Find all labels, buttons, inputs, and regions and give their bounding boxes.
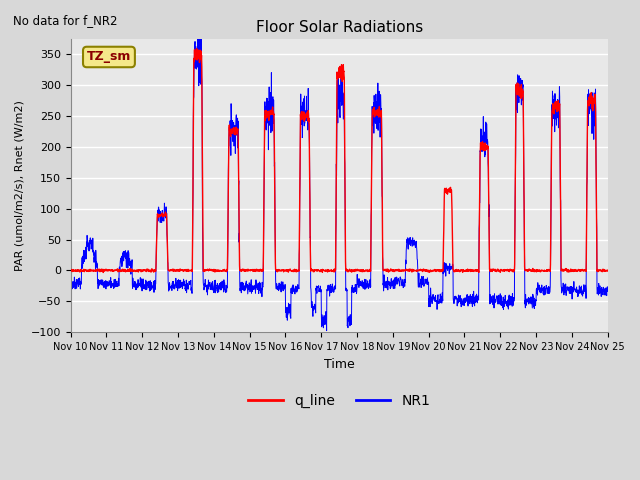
Title: Floor Solar Radiations: Floor Solar Radiations [255, 20, 423, 35]
q_line [604, 267, 612, 273]
Line: q_line: q_line [70, 48, 608, 273]
NR1 [323, 328, 330, 334]
NR1 [67, 280, 74, 286]
NR1 [355, 285, 363, 290]
q_line [355, 268, 363, 274]
q_line [572, 267, 579, 273]
NR1 [604, 288, 612, 294]
Text: No data for f_NR2: No data for f_NR2 [13, 14, 117, 27]
Line: NR1: NR1 [70, 21, 608, 331]
q_line [193, 46, 200, 51]
NR1 [194, 18, 202, 24]
NR1 [495, 299, 503, 304]
NR1 [557, 198, 564, 204]
q_line [495, 268, 503, 274]
X-axis label: Time: Time [324, 358, 355, 371]
NR1 [367, 284, 374, 290]
NR1 [572, 287, 579, 292]
q_line [367, 268, 374, 274]
q_line [67, 267, 74, 273]
q_line [557, 213, 564, 218]
q_line [99, 270, 107, 276]
NR1 [217, 287, 225, 293]
Text: TZ_sm: TZ_sm [87, 50, 131, 63]
Legend: q_line, NR1: q_line, NR1 [243, 388, 436, 413]
q_line [217, 268, 225, 274]
Y-axis label: PAR (umol/m2/s), Rnet (W/m2): PAR (umol/m2/s), Rnet (W/m2) [15, 100, 25, 271]
